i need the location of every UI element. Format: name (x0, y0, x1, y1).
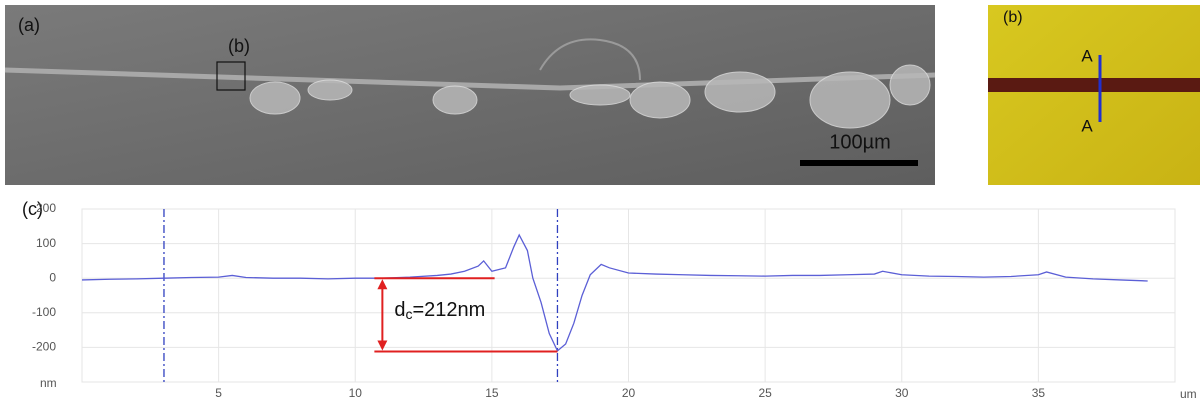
x-tick-label: 10 (349, 386, 363, 400)
x-axis-label: um (1180, 387, 1197, 401)
x-tick-label: 20 (622, 386, 636, 400)
arrow-head (377, 340, 388, 351)
x-tick-label: 25 (758, 386, 772, 400)
y-tick-label: -200 (32, 340, 56, 354)
inset-label: (b) (228, 36, 250, 56)
panel-label: (c) (22, 199, 43, 219)
section-marker: A (1081, 46, 1093, 65)
x-tick-label: 30 (895, 386, 909, 400)
y-axis-label: nm (40, 376, 57, 390)
sem-debris (249, 64, 931, 129)
annotation-main: d (394, 299, 405, 321)
panel-label: (b) (1003, 9, 1023, 26)
sem-trench (4, 67, 936, 91)
annotation: dc=212nm (394, 299, 485, 321)
annotation-rest: =212nm (413, 299, 486, 321)
optical-trench (988, 78, 1200, 92)
scale-label: 100µm (829, 131, 891, 153)
y-tick-label: 0 (49, 270, 56, 284)
panel-label: (a) (18, 15, 40, 35)
y-tick-label: 200 (36, 201, 56, 215)
x-tick-label: 15 (485, 386, 499, 400)
scale-bar (800, 160, 918, 166)
y-tick-label: 100 (36, 236, 56, 250)
section-marker: A (1081, 116, 1093, 135)
annotation-sub: c (406, 306, 413, 322)
sem-feature (539, 38, 641, 81)
x-tick-label: 35 (1032, 386, 1046, 400)
inset-box (216, 61, 246, 91)
profile-line (81, 233, 1148, 352)
optical-image (988, 5, 1200, 185)
arrow-head (377, 279, 388, 290)
x-tick-label: 5 (215, 386, 222, 400)
y-tick-label: -100 (32, 305, 56, 319)
